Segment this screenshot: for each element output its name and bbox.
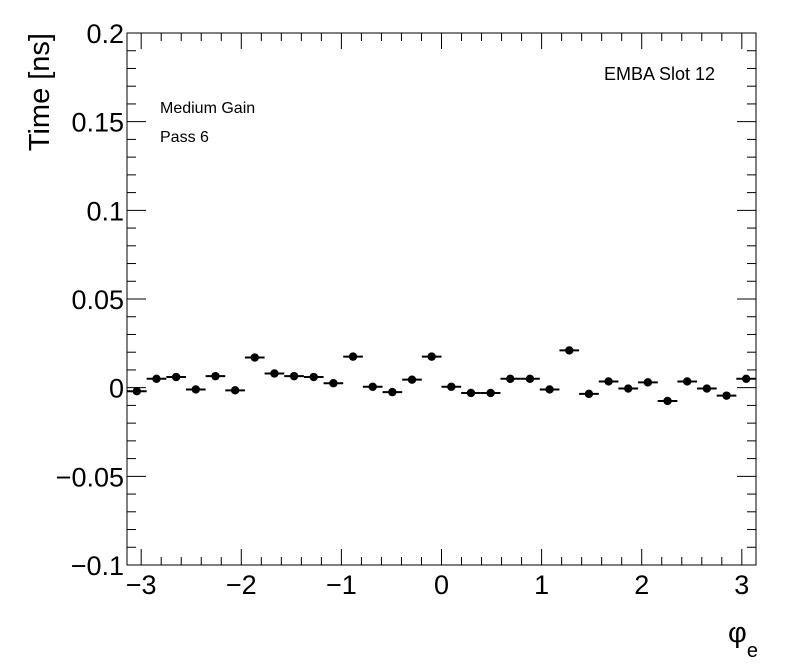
- x-tick-labels: −3 −2 −1 0 1 2 3: [126, 570, 750, 600]
- data-point-marker: [270, 369, 279, 378]
- x-tick-label: −3: [126, 570, 157, 600]
- data-point: [185, 385, 206, 394]
- data-point-marker: [250, 353, 259, 362]
- data-point: [520, 374, 540, 383]
- data-point: [480, 388, 501, 398]
- data-point-marker: [506, 374, 515, 383]
- data-point-marker: [466, 388, 476, 398]
- data-point: [618, 384, 639, 393]
- y-tick-label: −0.1: [71, 551, 124, 581]
- data-point-marker: [486, 388, 495, 398]
- data-point: [166, 372, 186, 382]
- y-tick-label: −0.05: [56, 462, 124, 492]
- x-tick-label: −2: [226, 570, 257, 600]
- data-point-marker: [132, 387, 142, 396]
- data-point-marker: [152, 374, 161, 383]
- y-tick-labels: −0.1 −0.05 0 0.05 0.1 0.15 0.2: [56, 19, 124, 581]
- data-point: [146, 374, 167, 383]
- data-point-marker: [584, 389, 594, 399]
- data-point: [205, 371, 226, 381]
- data-point: [244, 353, 265, 362]
- data-point: [343, 352, 363, 361]
- data-point: [402, 375, 422, 384]
- data-point-marker: [702, 384, 712, 393]
- data-point: [598, 377, 619, 386]
- data-point-marker: [663, 396, 672, 406]
- data-point: [677, 377, 698, 386]
- data-point: [264, 369, 285, 378]
- data-point-marker: [545, 385, 554, 394]
- data-point: [127, 387, 147, 396]
- data-point-marker: [230, 386, 240, 395]
- data-point-marker: [348, 352, 358, 361]
- data-point-marker: [604, 377, 613, 386]
- x-axis-title-subscript: e: [747, 640, 758, 662]
- x-ticks: [140, 33, 743, 565]
- data-point: [579, 389, 599, 399]
- data-point-marker: [388, 387, 397, 397]
- x-axis-title-symbol: φ: [728, 617, 747, 649]
- data-point: [441, 382, 462, 391]
- data-point-marker: [171, 372, 181, 382]
- data-point-marker: [643, 378, 653, 387]
- data-point-marker: [683, 377, 692, 386]
- x-tick-label: −1: [326, 570, 357, 600]
- data-point-marker: [191, 385, 200, 394]
- data-point: [736, 374, 756, 383]
- x-tick-label: 2: [634, 570, 649, 600]
- data-point: [382, 387, 403, 397]
- data-point: [362, 382, 383, 391]
- data-point-marker: [329, 379, 338, 388]
- data-point: [323, 379, 344, 388]
- data-point: [225, 386, 245, 395]
- data-point: [421, 352, 442, 361]
- y-tick-label: 0: [109, 374, 124, 404]
- data-point: [716, 391, 737, 400]
- data-point-marker: [368, 382, 377, 391]
- data-point: [539, 385, 560, 394]
- x-tick-label: 0: [434, 570, 449, 600]
- y-tick-label: 0.1: [86, 196, 124, 226]
- data-points: [127, 346, 756, 406]
- data-point-marker: [211, 371, 220, 381]
- pass-label: Pass 6: [160, 129, 209, 146]
- data-point-marker: [427, 352, 436, 361]
- data-point: [638, 378, 658, 387]
- x-tick-label: 1: [534, 570, 549, 600]
- y-tick-label: 0.2: [86, 19, 124, 49]
- data-point: [559, 346, 580, 355]
- data-point-marker: [309, 372, 318, 382]
- y-tick-label: 0.05: [71, 285, 124, 315]
- y-tick-label: 0.15: [71, 108, 124, 138]
- data-point: [284, 371, 304, 381]
- data-point-marker: [565, 346, 574, 355]
- data-point-marker: [722, 391, 731, 400]
- y-ticks: [127, 32, 756, 566]
- data-point: [657, 396, 678, 406]
- x-tick-label: 3: [734, 570, 749, 600]
- x-axis-title: φe: [728, 617, 758, 662]
- data-point-marker: [525, 374, 535, 383]
- data-point: [697, 384, 717, 393]
- data-point: [461, 388, 481, 398]
- gain-label: Medium Gain: [160, 100, 255, 117]
- data-point: [500, 374, 521, 383]
- data-point: [303, 372, 324, 382]
- data-point-marker: [447, 382, 456, 391]
- data-point-marker: [289, 371, 299, 381]
- slot-label: EMBA Slot 12: [604, 64, 715, 84]
- data-point-marker: [407, 375, 417, 384]
- y-axis-title: Time [ns]: [24, 33, 56, 151]
- data-point-marker: [741, 374, 751, 383]
- data-point-marker: [624, 384, 633, 393]
